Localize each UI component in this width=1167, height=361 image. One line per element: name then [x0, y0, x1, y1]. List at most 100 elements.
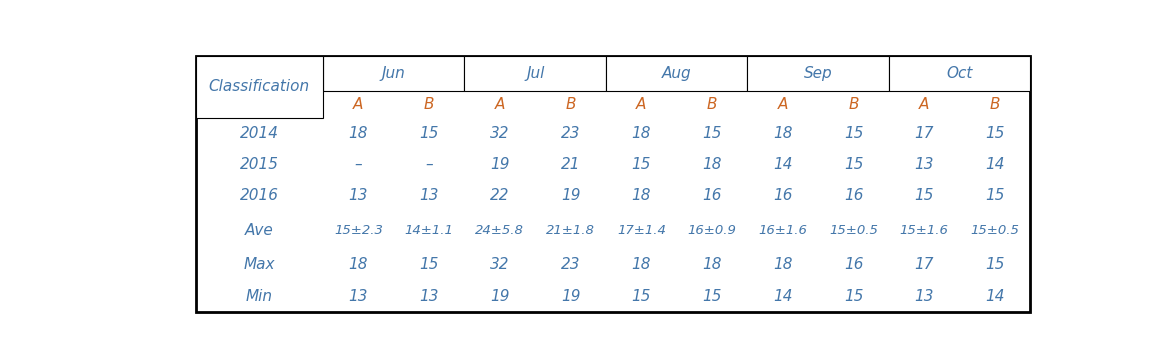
Text: Jul: Jul: [526, 66, 544, 81]
Text: 15: 15: [703, 126, 722, 141]
Bar: [393, 118, 464, 149]
Text: 15: 15: [419, 257, 439, 273]
Bar: [323, 56, 464, 91]
Bar: [606, 149, 677, 180]
Text: B: B: [990, 97, 1000, 112]
Bar: [677, 149, 747, 180]
Text: 21±1.8: 21±1.8: [546, 224, 595, 237]
Text: 19: 19: [490, 157, 510, 172]
Bar: [889, 180, 959, 212]
Bar: [464, 56, 536, 91]
Bar: [536, 212, 606, 249]
Bar: [196, 149, 323, 180]
Bar: [464, 91, 536, 118]
Bar: [464, 118, 536, 149]
Text: 15: 15: [703, 288, 722, 304]
Bar: [196, 118, 323, 149]
Bar: [959, 91, 1030, 118]
Bar: [677, 280, 747, 312]
Bar: [818, 180, 889, 212]
Bar: [536, 280, 606, 312]
Bar: [393, 249, 464, 280]
Text: 2014: 2014: [239, 126, 279, 141]
Bar: [393, 212, 464, 249]
Text: 21: 21: [561, 157, 580, 172]
Text: Jun: Jun: [382, 66, 406, 81]
Text: 19: 19: [561, 288, 580, 304]
Bar: [196, 56, 323, 91]
Text: 23: 23: [561, 257, 580, 273]
Bar: [464, 56, 606, 91]
Text: 16: 16: [773, 188, 792, 203]
Text: 13: 13: [349, 288, 368, 304]
Bar: [196, 56, 323, 118]
Text: 13: 13: [915, 157, 934, 172]
Bar: [677, 118, 747, 149]
Text: A: A: [777, 97, 788, 112]
Text: 18: 18: [703, 157, 722, 172]
Bar: [606, 280, 677, 312]
Text: 19: 19: [561, 188, 580, 203]
Text: 17: 17: [915, 257, 934, 273]
Text: 18: 18: [631, 257, 651, 273]
Text: 16: 16: [844, 257, 864, 273]
Text: B: B: [848, 97, 859, 112]
Text: A: A: [495, 97, 505, 112]
Bar: [323, 91, 393, 118]
Bar: [606, 180, 677, 212]
Bar: [196, 180, 323, 212]
Bar: [196, 91, 323, 118]
Bar: [889, 56, 1030, 91]
Text: Sep: Sep: [804, 66, 832, 81]
Bar: [818, 149, 889, 180]
Bar: [393, 56, 464, 91]
Bar: [747, 56, 818, 91]
Bar: [959, 118, 1030, 149]
Text: 18: 18: [773, 126, 792, 141]
Bar: [464, 280, 536, 312]
Text: 2016: 2016: [239, 188, 279, 203]
Bar: [889, 149, 959, 180]
Text: Aug: Aug: [662, 66, 692, 81]
Text: 16±1.6: 16±1.6: [759, 224, 808, 237]
Text: 2015: 2015: [239, 157, 279, 172]
Bar: [536, 56, 606, 91]
Text: 17±1.4: 17±1.4: [617, 224, 665, 237]
Text: 15: 15: [631, 288, 651, 304]
Text: 18: 18: [349, 257, 368, 273]
Text: –: –: [425, 157, 433, 172]
Bar: [747, 149, 818, 180]
Bar: [323, 249, 393, 280]
Bar: [464, 249, 536, 280]
Text: 15±2.3: 15±2.3: [334, 224, 383, 237]
Text: 15: 15: [985, 257, 1005, 273]
Bar: [747, 91, 818, 118]
Text: 19: 19: [490, 288, 510, 304]
Text: Ave: Ave: [245, 223, 274, 238]
Bar: [889, 118, 959, 149]
Text: A: A: [920, 97, 929, 112]
Bar: [889, 56, 959, 91]
Text: 15: 15: [844, 288, 864, 304]
Text: 15: 15: [985, 188, 1005, 203]
Bar: [747, 180, 818, 212]
Bar: [889, 91, 959, 118]
Text: 14: 14: [773, 157, 792, 172]
Bar: [959, 56, 1030, 91]
Bar: [393, 180, 464, 212]
Bar: [818, 91, 889, 118]
Text: B: B: [424, 97, 434, 112]
Bar: [606, 212, 677, 249]
Text: –: –: [355, 157, 362, 172]
Text: Oct: Oct: [946, 66, 973, 81]
Bar: [464, 212, 536, 249]
Bar: [747, 249, 818, 280]
Bar: [196, 249, 323, 280]
Bar: [393, 280, 464, 312]
Bar: [677, 56, 747, 91]
Text: 16: 16: [703, 188, 722, 203]
Bar: [464, 180, 536, 212]
Bar: [536, 149, 606, 180]
Bar: [606, 56, 747, 91]
Text: 15: 15: [985, 126, 1005, 141]
